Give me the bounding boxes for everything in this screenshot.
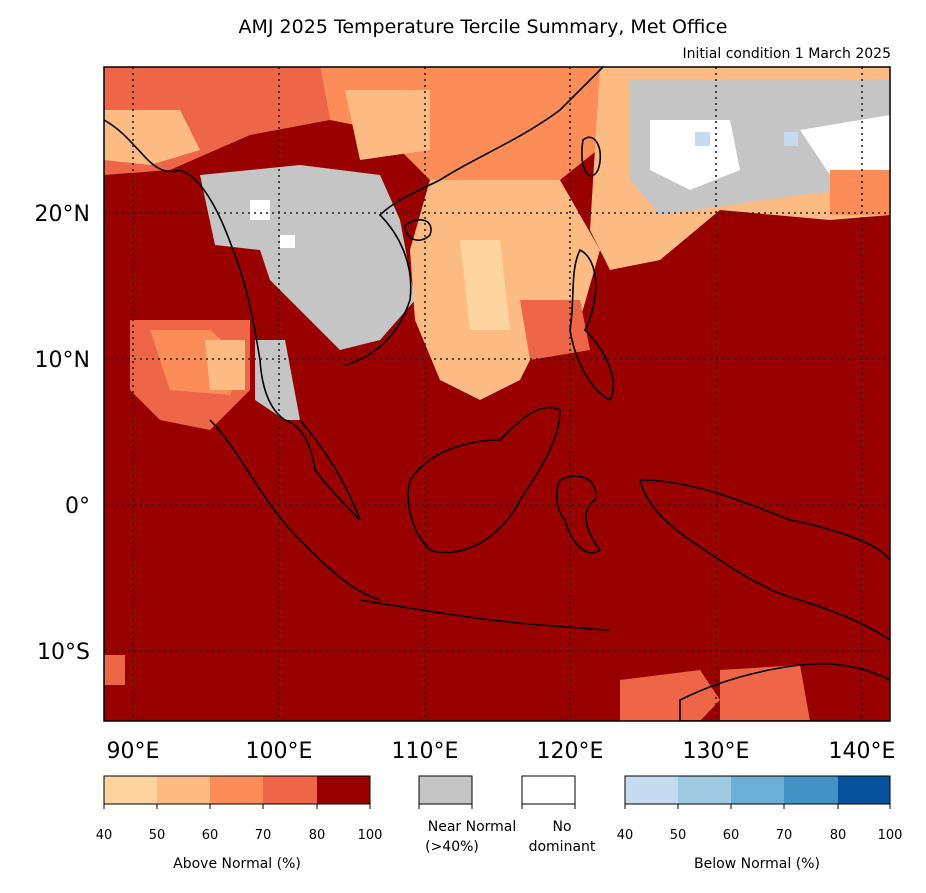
colorbar-tick: 70 — [255, 828, 272, 843]
cell-region-timor-sea — [620, 670, 720, 721]
lat-tick-label: 10°S — [37, 640, 90, 665]
cell-region-bangladesh — [104, 110, 200, 165]
no-dominant-swatch — [521, 775, 576, 805]
map-frame — [103, 66, 891, 722]
coastline-borneo — [407, 406, 561, 554]
coastline-new-guinea — [638, 479, 890, 641]
cell-region-pacific-east — [830, 170, 890, 215]
colorbar-tick: 40 — [617, 828, 634, 843]
colorbar-tick: 60 — [723, 828, 740, 843]
cell-region-no-dominant-2 — [280, 235, 295, 248]
colorbar-tick: 50 — [149, 828, 166, 843]
cell-below-normal-2 — [784, 132, 798, 146]
coastline-australia — [679, 662, 890, 721]
chart-title: AMJ 2025 Temperature Tercile Summary, Me… — [238, 16, 728, 38]
cell-region-australia-north — [720, 665, 810, 721]
lon-tick-label: 100°E — [246, 739, 313, 764]
map-layers — [104, 67, 890, 721]
cell-region-nw-pacific-no-dominant-2 — [800, 115, 890, 175]
cell-region-no-dominant-1 — [250, 200, 270, 220]
colorbar-tick: 50 — [670, 828, 687, 843]
colorbar-swatch — [317, 776, 370, 804]
coastline-java — [359, 599, 611, 631]
lon-tick-label: 120°E — [537, 739, 604, 764]
colorbar-title: Above Normal (%) — [173, 856, 301, 872]
coastline-sumatra — [209, 419, 381, 601]
initial-condition-note: Initial condition 1 March 2025 — [682, 46, 891, 62]
colorbar-frame — [103, 775, 371, 805]
cell-region-guangxi — [345, 90, 430, 160]
colorbar-tick: 60 — [202, 828, 219, 843]
colorbar-swatch — [210, 776, 263, 804]
colorbar-tick: 70 — [776, 828, 793, 843]
lon-tick-label: 140°E — [829, 739, 896, 764]
cell-region-andaman-inner — [205, 340, 245, 390]
colorbar-tick: 40 — [96, 828, 113, 843]
graticule — [104, 67, 890, 721]
coastline-philippines — [569, 248, 614, 402]
coastline-hainan — [404, 219, 432, 241]
cell-region-scs-east — [520, 300, 590, 360]
coastlines — [104, 67, 890, 721]
lat-tick-label: 20°N — [35, 202, 90, 227]
colorbar-frame — [624, 775, 891, 805]
coastline-mainland-west — [104, 119, 361, 521]
colorbar-swatch — [731, 776, 784, 804]
coastline-taiwan — [581, 136, 602, 177]
colorbar-swatch — [157, 776, 210, 804]
colorbar-title: Below Normal (%) — [694, 856, 820, 872]
near-normal-label: Near Normal — [428, 819, 517, 835]
colorbar-swatch — [263, 776, 317, 804]
colorbar-tick: 100 — [878, 828, 903, 843]
colorbar-swatch — [838, 776, 890, 804]
lat-tick-label: 10°N — [35, 348, 90, 373]
below-normal-colorbar: 40 50 60 70 80 100 Below Normal (%) — [617, 775, 903, 872]
lon-tick-label: 90°E — [107, 739, 160, 764]
lat-tick-labels: 20°N 10°N 0° 10°S — [35, 202, 90, 665]
near-normal-legend: Near Normal (>40%) — [418, 775, 517, 855]
colorbar-tick: 100 — [358, 828, 383, 843]
above-normal-colorbar: 40 50 60 70 80 100 Above Normal (%) — [96, 775, 383, 872]
cell-region-malay-near-normal — [255, 340, 300, 420]
cell-region-southwest — [104, 655, 125, 685]
lon-tick-label: 130°E — [683, 739, 750, 764]
near-normal-sublabel: (>40%) — [425, 839, 479, 855]
no-dominant-sublabel: dominant — [529, 839, 596, 855]
coastline-vietnam-china — [344, 67, 604, 366]
lat-tick-label: 0° — [65, 494, 90, 519]
colorbar-tick: 80 — [830, 828, 847, 843]
no-dominant-label: No — [552, 819, 571, 835]
near-normal-swatch — [418, 775, 473, 805]
probability-cells — [104, 67, 890, 721]
colorbar-swatch — [104, 776, 157, 804]
cell-region-scs-core — [460, 240, 510, 330]
colorbar-swatch — [784, 776, 838, 804]
colorbar-swatch — [678, 776, 731, 804]
cell-below-normal-1 — [695, 132, 710, 146]
no-dominant-legend: No dominant — [521, 775, 596, 855]
colorbar-tick: 80 — [309, 828, 326, 843]
colorbar-swatch — [625, 776, 678, 804]
coastline-sulawesi — [555, 475, 602, 554]
lon-tick-labels: 90°E 100°E 110°E 120°E 130°E 140°E — [107, 739, 896, 764]
cell-region-nw-pacific-no-dominant — [650, 120, 740, 190]
coastline-malay-peninsula — [299, 419, 361, 521]
lon-tick-label: 110°E — [392, 739, 459, 764]
